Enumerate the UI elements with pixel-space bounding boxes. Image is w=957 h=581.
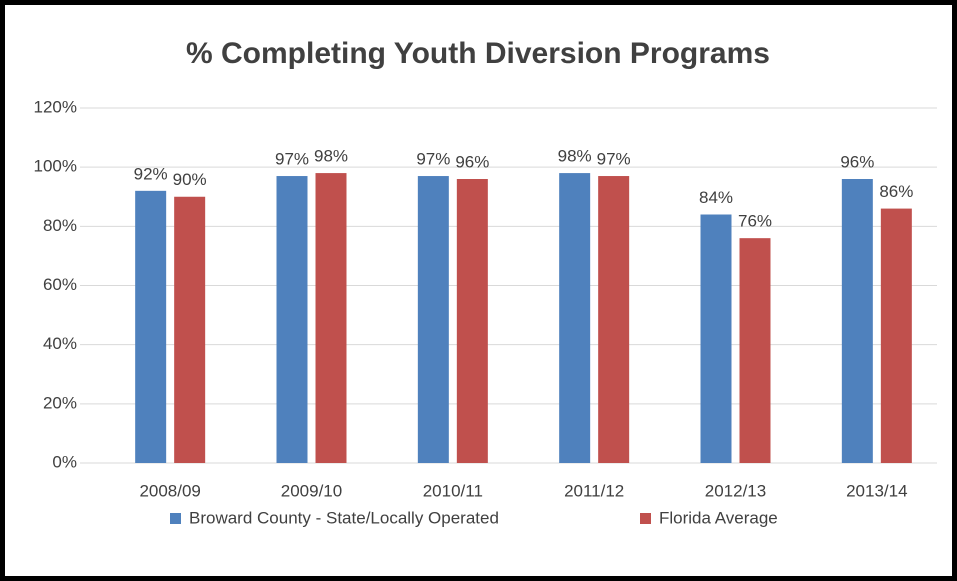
value-label: 86% — [879, 182, 913, 201]
value-label: 76% — [738, 212, 772, 231]
bar — [739, 238, 771, 463]
value-label: 97% — [416, 150, 450, 169]
bar — [559, 173, 591, 464]
value-label: 96% — [455, 152, 489, 171]
x-tick-label: 2013/14 — [846, 481, 907, 500]
bar — [456, 179, 488, 463]
value-label: 96% — [840, 152, 874, 171]
x-tick-label: 2012/13 — [705, 481, 766, 500]
y-tick-label: 100% — [34, 157, 77, 176]
value-label: 97% — [275, 150, 309, 169]
y-tick-label: 20% — [43, 393, 77, 412]
x-tick-label: 2011/12 — [564, 481, 624, 500]
x-tick-label: 2010/11 — [423, 481, 483, 500]
chart-title: % Completing Youth Diversion Programs — [186, 37, 770, 70]
y-tick-label: 80% — [43, 216, 77, 235]
value-label: 84% — [699, 188, 733, 207]
value-label: 97% — [597, 150, 631, 169]
value-label: 92% — [134, 164, 168, 183]
legend-label: Florida Average — [659, 508, 778, 527]
x-tick-label: 2008/09 — [139, 481, 200, 500]
bar — [135, 190, 167, 464]
bar — [880, 208, 912, 463]
bar — [598, 176, 630, 463]
bar — [276, 176, 308, 463]
legend-label: Broward County - State/Locally Operated — [189, 508, 499, 527]
bar — [841, 179, 873, 463]
bar — [174, 196, 206, 463]
legend-swatch — [170, 513, 181, 524]
bar — [417, 176, 449, 463]
value-label: 98% — [314, 147, 348, 166]
legend-swatch — [640, 513, 651, 524]
value-label: 98% — [558, 147, 592, 166]
y-tick-label: 0% — [52, 452, 77, 471]
y-tick-label: 120% — [34, 97, 77, 116]
y-tick-label: 60% — [43, 275, 77, 294]
y-tick-label: 40% — [43, 334, 77, 353]
bar — [700, 214, 732, 463]
value-label: 90% — [173, 170, 207, 189]
bar — [315, 173, 347, 464]
x-tick-label: 2009/10 — [281, 481, 342, 500]
